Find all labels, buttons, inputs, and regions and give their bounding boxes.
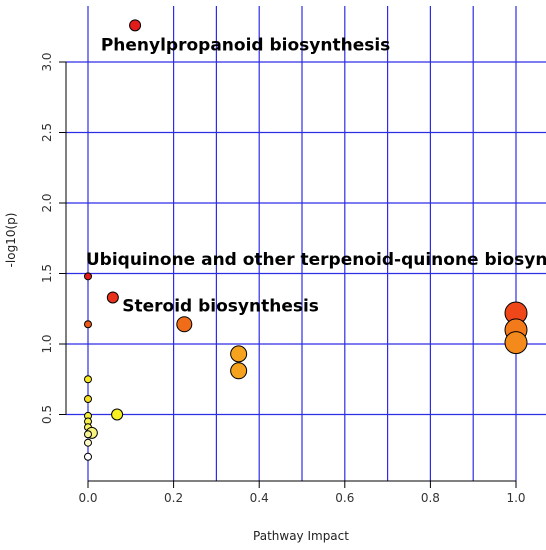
tick-labels: 0.0 0.2 0.4 0.6 0.8 1.0 0.5 1.0 1.5 2.0 2.5 3.0 [40, 52, 526, 505]
data-point [84, 394, 92, 403]
y-axis-title: -log10(p) [4, 213, 18, 268]
x-tick-label: 0.6 [335, 491, 354, 505]
data-point [84, 452, 92, 461]
y-tick-label: 3.0 [40, 52, 54, 71]
axes [59, 61, 517, 488]
x-tick-label: 1.0 [506, 491, 525, 505]
data-point [230, 345, 248, 363]
x-tick-label: 0.4 [250, 491, 269, 505]
x-axis-title: Pathway Impact [253, 529, 349, 543]
pathway-annotation: Ubiquinone and other terpenoid-quinone b… [86, 250, 546, 270]
y-tick-label: 2.0 [40, 193, 54, 212]
y-tick-label: 0.5 [40, 405, 54, 424]
pathway-annotation: Phenylpropanoid biosynthesis [101, 36, 390, 56]
x-tick-label: 0.8 [421, 491, 440, 505]
x-tick-label: 0.0 [78, 491, 97, 505]
data-points [84, 19, 528, 461]
data-point [176, 316, 193, 333]
data-point [111, 408, 124, 421]
pathway-annotations: Phenylpropanoid biosynthesis Ubiquinone a… [86, 36, 546, 317]
y-tick-label: 1.5 [40, 264, 54, 283]
data-point [129, 19, 142, 32]
y-tick-label: 2.5 [40, 123, 54, 142]
data-point [504, 331, 528, 355]
x-tick-label: 0.2 [164, 491, 183, 505]
data-point [84, 438, 92, 447]
data-point [84, 320, 92, 329]
pathway-annotation: Steroid biosynthesis [122, 297, 319, 317]
y-tick-label: 1.0 [40, 334, 54, 353]
data-point [84, 430, 92, 439]
data-point [106, 291, 119, 304]
data-point [230, 362, 248, 380]
data-point [84, 272, 92, 281]
grid-lines [66, 6, 546, 481]
data-point [84, 375, 92, 384]
